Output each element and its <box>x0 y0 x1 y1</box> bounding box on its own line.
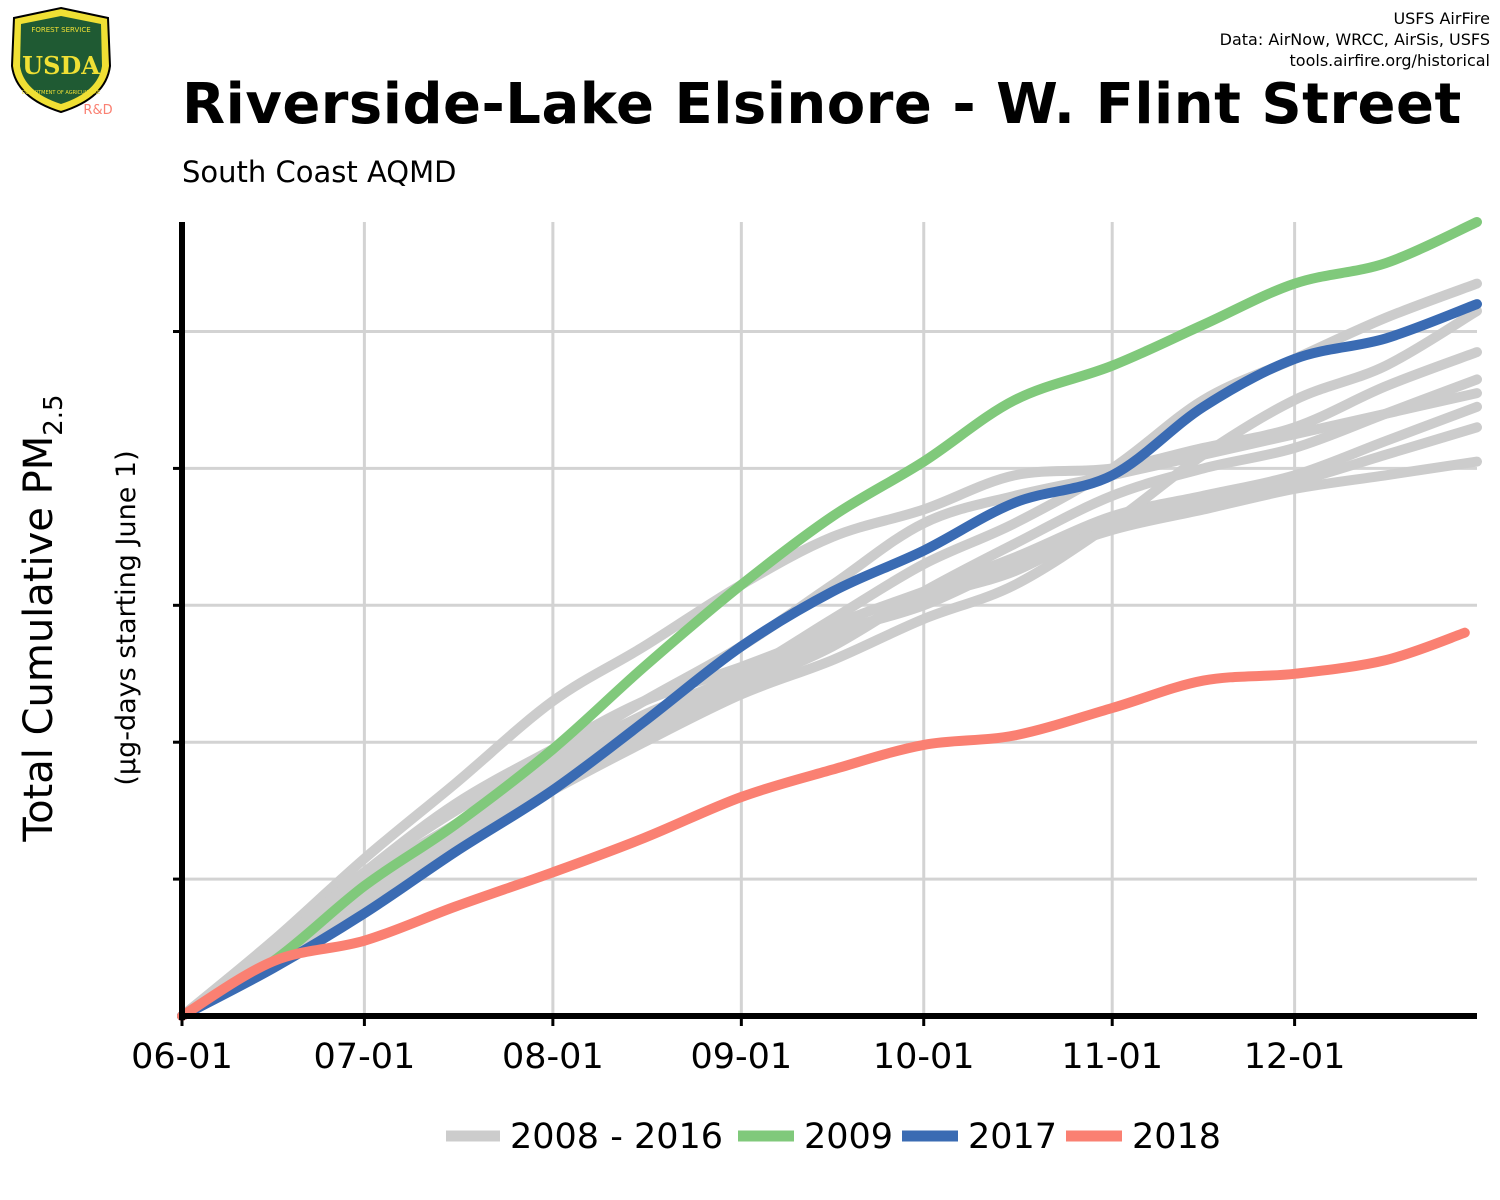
logo-top-text: FOREST SERVICE <box>31 26 90 34</box>
x-tick-label: 09-01 <box>690 1037 792 1077</box>
logo-tag: R&D <box>83 103 112 118</box>
y-axis-title: Total Cumulative PM2.5 <box>16 394 69 842</box>
axes: 06-01 07-01 08-01 09-01 10-01 11-01 12-01 <box>131 222 1477 1077</box>
chart-subtitle: South Coast AQMD <box>182 155 457 189</box>
series-line-2008-2016 <box>177 422 1482 1021</box>
series-line-2018 <box>177 627 1470 1021</box>
credit-line: tools.airfire.org/historical <box>1289 51 1490 70</box>
x-tick-label: 10-01 <box>873 1037 975 1077</box>
series-line-2008-2016 <box>177 401 1482 1021</box>
gridlines <box>182 222 1477 1016</box>
x-tick-label: 08-01 <box>502 1037 604 1077</box>
usda-forest-service-logo: USDA FOREST SERVICE DEPARTMENT OF AGRICU… <box>10 6 113 118</box>
y-axis-note: (µg-days starting June 1) <box>111 450 142 785</box>
x-tick-label: 06-01 <box>131 1037 233 1077</box>
series-line-2008-2016 <box>177 456 1482 1021</box>
series-line-2009 <box>177 217 1482 1021</box>
axis-labels: Total Cumulative PM2.5 (µg-days starting… <box>16 394 142 842</box>
legend-label: 2017 <box>968 1117 1057 1157</box>
chart-title: Riverside-Lake Elsinore - W. Flint Stree… <box>182 72 1462 137</box>
legend-label: 2009 <box>804 1117 893 1157</box>
series-line-2008-2016 <box>177 306 1482 1021</box>
series-line-2008-2016 <box>177 347 1482 1021</box>
legend: 2008 - 2016 2009 2017 2018 <box>446 1117 1221 1157</box>
logo-bottom-text: DEPARTMENT OF AGRICULTURE <box>22 90 100 96</box>
y-axis-title-subscript: 2.5 <box>39 394 69 435</box>
series-line-2017 <box>177 299 1482 1021</box>
legend-label: 2008 - 2016 <box>510 1117 723 1157</box>
credit-line: USFS AirFire <box>1393 9 1490 28</box>
x-tick-label: 12-01 <box>1244 1037 1346 1077</box>
credits: USFS AirFire Data: AirNow, WRCC, AirSis,… <box>1220 8 1490 71</box>
legend-label: 2018 <box>1132 1117 1221 1157</box>
logo-letters: USDA <box>22 51 100 80</box>
x-tick-label: 07-01 <box>314 1037 416 1077</box>
x-tick-label: 11-01 <box>1061 1037 1163 1077</box>
y-axis-title-main: Total Cumulative PM <box>16 436 62 843</box>
series-lines <box>177 217 1482 1021</box>
series-line-2008-2016 <box>177 374 1482 1021</box>
credit-line: Data: AirNow, WRCC, AirSis, USFS <box>1219 30 1490 49</box>
